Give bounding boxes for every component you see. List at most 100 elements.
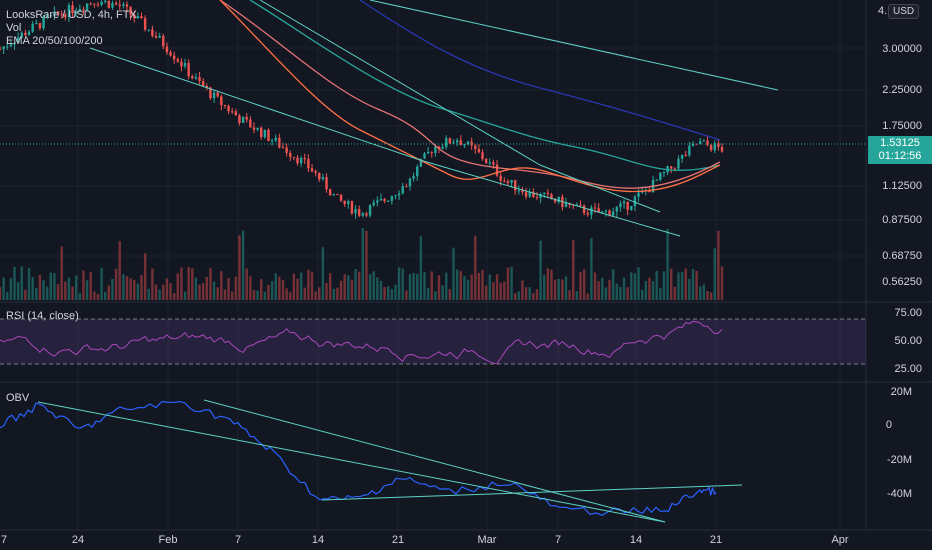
candle bbox=[252, 127, 256, 130]
candle bbox=[354, 209, 357, 214]
volume-bar bbox=[281, 280, 285, 300]
volume-bar bbox=[644, 280, 648, 300]
candle bbox=[350, 201, 354, 214]
candle bbox=[452, 142, 455, 144]
symbol-title[interactable]: LooksRare / USD, 4h, FTX bbox=[6, 9, 137, 21]
obv-label[interactable]: OBV bbox=[6, 392, 30, 404]
volume-bar bbox=[245, 268, 248, 300]
candle bbox=[332, 193, 335, 196]
volume-bar bbox=[318, 287, 321, 300]
candle bbox=[441, 146, 444, 149]
candle bbox=[543, 192, 546, 194]
candle bbox=[503, 180, 506, 182]
volume-bar bbox=[640, 289, 644, 300]
volume-bar bbox=[303, 287, 306, 300]
candle bbox=[245, 116, 248, 120]
candle bbox=[321, 177, 325, 180]
candle bbox=[292, 156, 296, 158]
volume-bar bbox=[597, 281, 600, 300]
candle bbox=[285, 147, 288, 153]
volume-bar bbox=[347, 275, 350, 300]
candle bbox=[194, 76, 198, 79]
volume-bar bbox=[129, 278, 132, 300]
candle bbox=[100, 1, 103, 5]
candle bbox=[191, 76, 194, 79]
candle bbox=[626, 201, 629, 210]
candle bbox=[401, 186, 404, 194]
candle bbox=[231, 111, 234, 113]
candle bbox=[129, 6, 132, 15]
price-axis-label: 0.56250 bbox=[882, 276, 922, 288]
candle bbox=[426, 151, 430, 154]
rsi-label[interactable]: RSI (14, close) bbox=[6, 310, 79, 322]
volume-bar bbox=[521, 280, 524, 300]
volume-bar bbox=[162, 284, 165, 300]
price-axis-label: 0.87500 bbox=[882, 214, 922, 226]
candle bbox=[343, 200, 346, 204]
volume-bar bbox=[626, 287, 629, 300]
candle bbox=[249, 119, 252, 128]
candle bbox=[474, 145, 477, 149]
volume-bar bbox=[492, 282, 495, 300]
volume-bar bbox=[60, 246, 63, 300]
ema200-line bbox=[359, 0, 721, 141]
candle bbox=[339, 194, 343, 201]
candle bbox=[314, 171, 317, 173]
candle bbox=[680, 154, 684, 159]
volume-bar bbox=[256, 290, 259, 300]
volume-bar bbox=[637, 267, 640, 300]
candle bbox=[205, 86, 209, 88]
trendline bbox=[89, 47, 421, 161]
ema-label[interactable]: EMA 20/50/100/200 bbox=[6, 35, 103, 47]
obv-trendline bbox=[203, 399, 666, 523]
volume-bar bbox=[477, 272, 481, 300]
candle bbox=[553, 198, 557, 202]
candle bbox=[717, 143, 720, 147]
candle bbox=[96, 4, 100, 6]
volume-bar bbox=[260, 279, 263, 300]
volume-bar bbox=[252, 289, 256, 300]
candle bbox=[455, 140, 459, 143]
volume-bar bbox=[296, 278, 299, 300]
last-price-value: 1.53125 bbox=[880, 137, 920, 149]
candle bbox=[310, 168, 314, 172]
candle bbox=[6, 46, 9, 48]
volume-bar bbox=[455, 269, 459, 300]
volume-bar bbox=[419, 236, 423, 300]
candle bbox=[539, 193, 542, 198]
candle bbox=[702, 140, 706, 142]
candle bbox=[270, 140, 274, 142]
volume-bar bbox=[53, 273, 56, 300]
obv-trendline bbox=[321, 484, 743, 501]
vol-label[interactable]: Vol bbox=[6, 22, 22, 34]
trendline bbox=[369, 0, 779, 91]
obv-axis-label: 20M bbox=[890, 386, 912, 398]
volume-bar bbox=[93, 291, 96, 300]
time-axis-label: Feb bbox=[158, 534, 178, 546]
volume-bar bbox=[361, 228, 365, 300]
volume-bar bbox=[691, 268, 695, 300]
currency-button[interactable]: USD bbox=[888, 4, 920, 19]
candle bbox=[281, 147, 285, 149]
volume-bar bbox=[180, 267, 183, 300]
volume-bar bbox=[680, 272, 684, 300]
candle bbox=[593, 207, 597, 209]
volume-bar bbox=[368, 274, 372, 300]
rsi-axis-label: 75.00 bbox=[894, 307, 922, 319]
volume-bar bbox=[579, 271, 582, 300]
volume-bar bbox=[717, 230, 720, 300]
candle bbox=[488, 162, 491, 164]
volume-bar bbox=[78, 292, 82, 300]
candle bbox=[20, 32, 23, 38]
candle bbox=[165, 46, 169, 53]
ema50-line bbox=[219, 0, 721, 189]
candle bbox=[64, 14, 67, 18]
candle bbox=[263, 129, 267, 138]
volume-bar bbox=[314, 291, 317, 300]
volume-bars bbox=[0, 228, 724, 300]
candle bbox=[201, 81, 205, 87]
candle bbox=[699, 141, 702, 145]
volume-bar bbox=[535, 289, 539, 300]
volume-bar bbox=[321, 247, 325, 300]
